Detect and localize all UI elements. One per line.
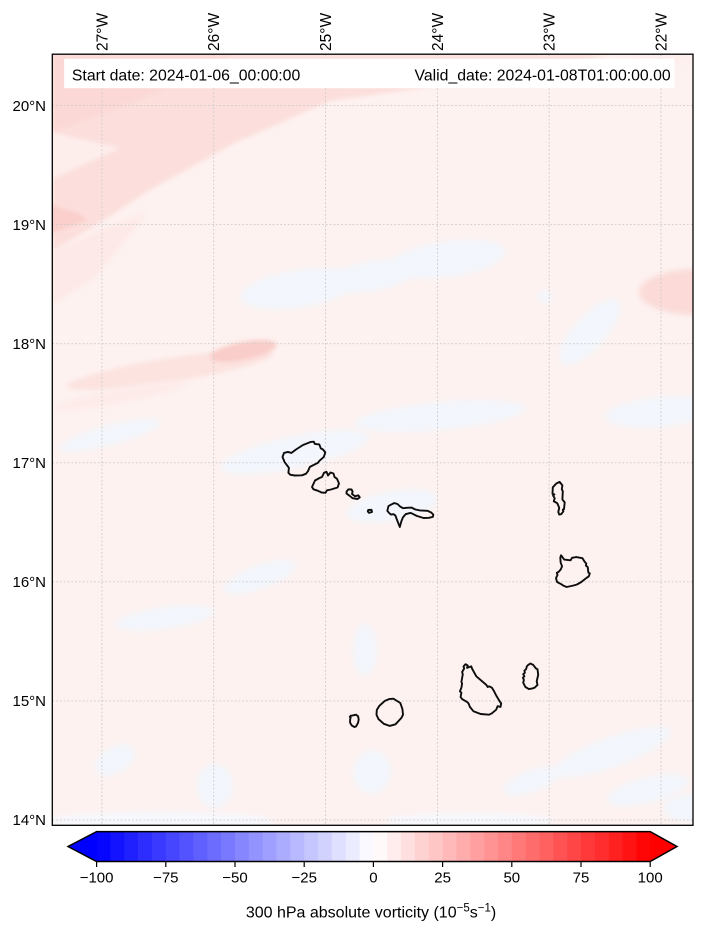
svg-text:Start date: 2024-01-06_00:00:0: Start date: 2024-01-06_00:00:00 [72,68,301,85]
svg-text:−25: −25 [291,870,316,887]
svg-text:25: 25 [434,870,451,887]
svg-text:16°N: 16°N [12,574,46,591]
svg-text:20°N: 20°N [12,98,46,115]
svg-text:Valid_date: 2024-01-08T01:00:0: Valid_date: 2024-01-08T01:00:00.00 [415,68,671,85]
svg-text:18°N: 18°N [12,336,46,353]
svg-text:14°N: 14°N [12,812,46,829]
svg-text:24°W: 24°W [430,13,447,51]
svg-text:19°N: 19°N [12,217,46,234]
svg-text:17°N: 17°N [12,455,46,472]
svg-text:0: 0 [369,870,377,887]
svg-text:−100: −100 [80,870,114,887]
svg-text:−50: −50 [222,870,247,887]
svg-text:26°W: 26°W [206,13,223,51]
svg-text:25°W: 25°W [318,13,335,51]
svg-text:22°W: 22°W [653,13,670,51]
svg-text:300 hPa absolute vorticity (10: 300 hPa absolute vorticity (10−5s−1) [246,903,496,922]
svg-text:27°W: 27°W [94,13,111,51]
svg-text:75: 75 [573,870,590,887]
svg-text:15°N: 15°N [12,693,46,710]
svg-text:100: 100 [638,870,663,887]
svg-text:−75: −75 [153,870,178,887]
svg-text:50: 50 [503,870,520,887]
svg-text:23°W: 23°W [542,13,559,51]
